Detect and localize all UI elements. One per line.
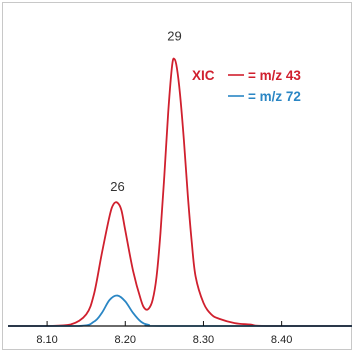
x-tick-layer: 8.10 8.20 8.30 8.40 (36, 321, 292, 346)
peak-label-29: 29 (167, 28, 181, 43)
x-tick-label: 8.30 (193, 334, 214, 346)
x-tick-label: 8.40 (271, 334, 292, 346)
series-line-m-z-72 (8, 294, 352, 327)
annotation-layer: 26 29 (110, 28, 182, 194)
chart-frame (2, 2, 352, 350)
legend-label-m-z-43: = m/z 43 (248, 68, 301, 83)
x-tick-label: 8.20 (115, 334, 136, 346)
x-tick-label: 8.10 (36, 334, 57, 346)
peak-label-26: 26 (110, 179, 124, 194)
series-line-m-z-43 (8, 57, 352, 327)
legend-prefix: XIC (192, 68, 215, 83)
legend-label-m-z-72: = m/z 72 (248, 89, 301, 104)
legend: XIC = m/z 43 = m/z 72 (192, 68, 301, 104)
